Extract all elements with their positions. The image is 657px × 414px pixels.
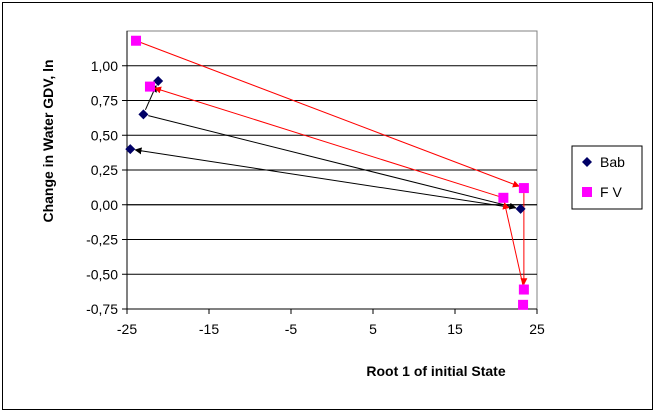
arrow-f-v — [154, 86, 499, 197]
y-tick-label: -0,75 — [86, 301, 118, 317]
arrow-bab — [134, 147, 516, 209]
legend-label-fv: F V — [600, 184, 622, 200]
legend: Bab F V — [571, 145, 643, 210]
point-fv — [131, 35, 142, 46]
point-fv — [518, 299, 529, 310]
x-tick-label: 25 — [529, 321, 545, 337]
x-tick-label: 5 — [369, 321, 377, 337]
legend-marker-fv — [582, 187, 592, 197]
x-tick-label: 15 — [447, 321, 463, 337]
chart-svg: 1,00 0,75 0,50 0,25 0,00 -0,25 -0,50 -0,75 -25 -1… — [40, 30, 643, 379]
point-fv — [518, 284, 529, 295]
legend-label-bab: Bab — [600, 154, 625, 170]
chart-frame: 1,00 0,75 0,50 0,25 0,00 -0,25 -0,50 -0,75 -25 -1… — [2, 2, 653, 410]
point-fv — [498, 192, 509, 203]
point-bab — [515, 203, 526, 214]
x-tick-label: -25 — [117, 321, 137, 337]
y-tick-label: 0,75 — [91, 93, 118, 109]
arrow-f-v — [502, 201, 524, 285]
y-tick-label: 0,00 — [91, 197, 118, 213]
y-tick-label: 0,50 — [91, 127, 118, 143]
point-bab — [125, 144, 136, 155]
y-tick-label: 1,00 — [91, 58, 118, 74]
point-bab — [153, 76, 164, 87]
x-tick-label: -5 — [285, 321, 298, 337]
y-axis-title: Change in Water GDV, ln — [40, 59, 56, 222]
legend-box — [571, 145, 643, 210]
x-tick-label: -15 — [199, 321, 219, 337]
y-tick-label: -0,50 — [86, 266, 118, 282]
arrow-bab — [148, 115, 517, 210]
y-tick-label: 0,25 — [91, 162, 118, 178]
point-fv — [518, 183, 529, 194]
y-tick-label: -0,25 — [86, 232, 118, 248]
legend-marker-bab — [582, 157, 592, 167]
point-bab — [138, 109, 149, 120]
x-axis-title: Root 1 of initial State — [366, 363, 505, 379]
point-fv — [144, 81, 155, 92]
arrow-f-v — [140, 42, 520, 188]
